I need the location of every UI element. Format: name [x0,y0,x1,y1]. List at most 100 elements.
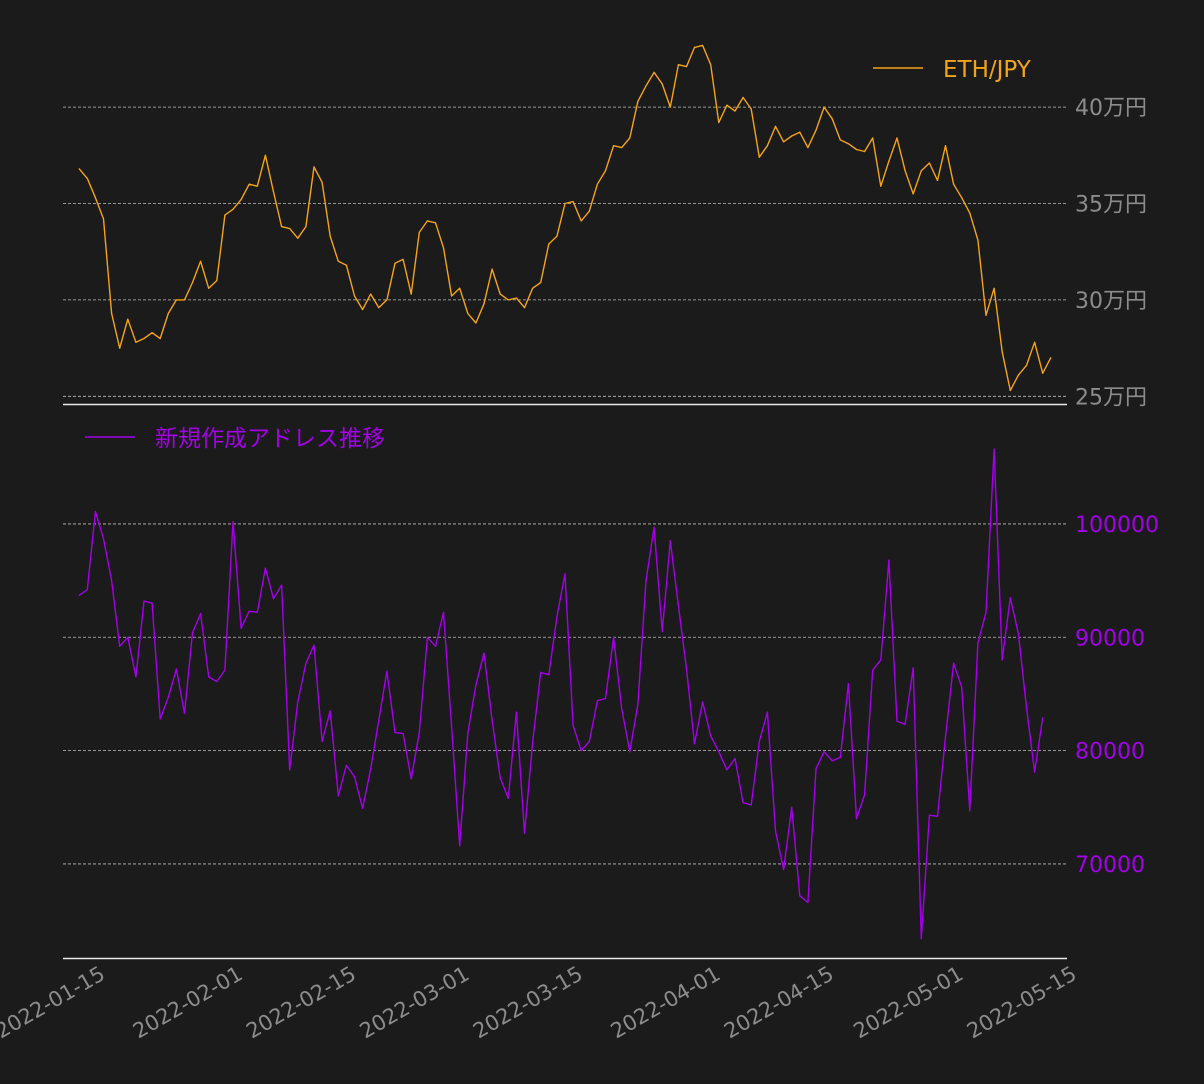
new-addresses-data-point [499,777,501,779]
eth-jpy-data-point [985,314,987,316]
new-addresses-data-point [362,807,364,810]
new-addresses-data-point [483,652,485,654]
eth-jpy-data-point [1034,341,1036,343]
new-addresses-data-point [774,830,777,832]
eth-jpy-data-point [888,160,890,162]
eth-jpy-data-point [880,185,882,187]
new-addresses-data-point [783,869,785,871]
eth-jpy-data-point [750,108,752,110]
eth-jpy-data-point [216,280,218,282]
eth-jpy-data-point [434,222,437,224]
eth-jpy-data-point [111,312,113,314]
new-addresses-data-point [313,644,315,646]
eth-jpy-data-point [127,318,129,320]
eth-jpy-data-point [588,210,590,212]
new-addresses-data-point [337,795,339,797]
eth-jpy-data-point [159,337,161,340]
new-addresses-data-point [248,610,250,612]
new-addresses-data-point [507,797,509,799]
eth-jpy-data-point [677,64,680,66]
eth-jpy-data-point [394,262,396,264]
eth-jpy-data-point [766,145,769,147]
new-addresses-data-point [750,804,752,806]
new-addresses-data-point [799,895,801,897]
new-addresses-data-point [880,659,882,661]
eth-jpy-data-point [305,226,307,228]
eth-jpy-data-point [459,287,461,289]
new-addresses-data-point [305,662,307,664]
new-addresses-data-point [426,636,428,638]
eth-jpy-data-point [904,170,906,172]
eth-jpy-data-point [1025,364,1028,366]
eth-jpy-data-point [629,137,631,139]
eth-jpy-data-point [1001,351,1003,353]
eth-jpy-data-point [289,228,291,230]
eth-jpy-data-point [523,307,526,309]
new-addresses-data-point [281,584,283,586]
eth-jpy-data-point [475,322,477,324]
eth-jpy-data-point [839,139,841,141]
new-addresses-data-point [621,708,623,710]
eth-jpy-y-tick-label: 35万円 [1075,193,1147,218]
eth-jpy-data-point [248,183,250,185]
eth-jpy-data-point [451,295,453,297]
new-addresses-data-point [216,680,218,683]
eth-jpy-data-point [548,243,550,245]
eth-jpy-data-point [135,341,137,343]
new-addresses-data-point [378,719,380,721]
new-addresses-data-point [224,669,226,671]
eth-jpy-panel: 25万円 30万円 35万円 40万円 ETH/JPY [63,44,1147,410]
new-addresses-data-point [758,740,760,743]
new-addresses-legend-label: 新規作成アドレス推移 [155,426,385,452]
eth-jpy-data-point [847,143,850,145]
new-addresses-data-point [264,567,266,569]
eth-jpy-data-point [637,100,639,102]
eth-jpy-data-point [321,181,323,183]
eth-jpy-data-point [993,287,995,289]
eth-jpy-data-point [685,66,688,68]
new-addresses-data-point [523,832,526,834]
new-addresses-data-point [191,632,194,634]
eth-jpy-data-point [928,162,931,164]
new-addresses-data-point [345,764,347,766]
eth-jpy-legend: ETH/JPY [873,57,1032,83]
new-addresses-data-point [596,700,599,702]
new-addresses-data-point [855,818,858,820]
eth-jpy-data-point [540,281,542,284]
eth-jpy-data-point [742,96,744,99]
eth-jpy-data-point [200,260,202,262]
eth-jpy-data-point [499,293,501,295]
eth-jpy-data-point [693,46,696,49]
eth-jpy-data-point [855,148,858,151]
new-addresses-data-point [232,521,234,523]
eth-jpy-data-point [297,237,299,239]
eth-jpy-data-point [961,197,963,199]
new-addresses-data-point [102,538,105,540]
eth-jpy-data-point [418,231,420,233]
eth-jpy-data-point [515,297,518,299]
eth-jpy-y-tick-label: 40万円 [1075,96,1147,121]
eth-jpy-data-point [718,121,720,124]
new-addresses-data-point [588,740,590,743]
new-addresses-data-point [807,901,809,904]
eth-jpy-data-point [143,337,145,340]
eth-jpy-data-point [532,287,534,289]
new-addresses-data-point [127,636,129,638]
eth-jpy-data-point [183,299,186,301]
eth-jpy-data-point [621,147,623,149]
new-addresses-gridlines [63,523,1067,865]
new-addresses-data-point [289,769,291,771]
eth-jpy-data-point [442,247,445,249]
eth-jpy-y-tick-label: 25万円 [1075,385,1147,410]
eth-jpy-data-point [556,235,558,237]
new-addresses-data-point [410,778,412,780]
eth-jpy-data-points [78,44,1052,392]
new-addresses-data-point [540,671,542,674]
new-addresses-y-tick-label: 100000 [1075,513,1159,538]
new-addresses-data-point [904,723,906,726]
new-addresses-data-point [815,768,817,770]
new-addresses-data-point [823,751,825,753]
eth-jpy-data-point [1017,374,1020,376]
eth-jpy-data-point [281,226,283,228]
